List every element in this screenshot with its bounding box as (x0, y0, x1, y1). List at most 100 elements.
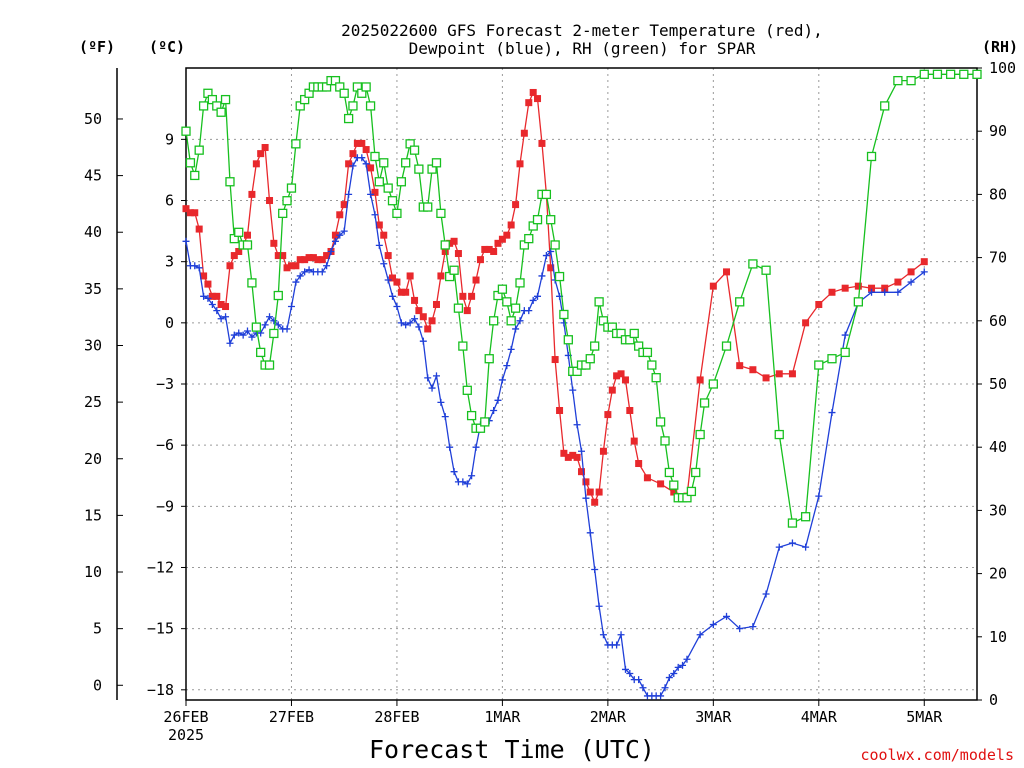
rh-point (480, 417, 490, 427)
temperature-point (292, 262, 300, 270)
rh-point (247, 278, 257, 288)
rh-point (225, 177, 235, 187)
rh-point (484, 354, 494, 364)
rh-point (242, 240, 253, 250)
dewpoint-point (463, 480, 471, 488)
dewpoint-point (529, 296, 537, 304)
x-tick-label: 4MAR (801, 708, 838, 726)
x-tick-label: 27FEB (269, 708, 314, 726)
series-dewpoint (182, 154, 928, 700)
dewpoint-point (723, 612, 731, 620)
temperature-point (582, 478, 590, 486)
dewpoint-point (683, 655, 691, 663)
rh-point (945, 69, 956, 79)
temperature-point (490, 247, 498, 255)
temperature-point (854, 282, 862, 290)
rh-point (278, 208, 288, 219)
rh-point (264, 360, 275, 370)
dewpoint-point (542, 252, 550, 260)
celsius-tick-label: −9 (156, 497, 174, 515)
rh-point (387, 196, 398, 206)
temperature-point (498, 235, 506, 243)
dewpoint-point (336, 231, 344, 239)
temperature-point (393, 278, 401, 286)
temperature-point (195, 225, 203, 233)
rh-point (651, 373, 661, 383)
dewpoint-point (402, 321, 410, 329)
rh-point (554, 271, 565, 282)
x-axis-title: Forecast Time (UTC) (369, 735, 655, 764)
temperature-point (432, 300, 440, 308)
temperature-point (529, 88, 537, 96)
chart-title-line-2: Dewpoint (blue), RH (green) for SPAR (409, 39, 756, 58)
rh-point (365, 101, 376, 111)
temperature-point (309, 254, 317, 262)
rh-point (827, 354, 837, 364)
rh-point (647, 360, 657, 370)
dewpoint-point (670, 669, 678, 677)
temperature-point (318, 256, 326, 264)
chart-title-line-1: 2025022600 GFS Forecast 2-meter Temperat… (341, 21, 823, 40)
temperature-point (314, 256, 322, 264)
dewpoint-point (182, 237, 190, 245)
fahrenheit-tick-label: 35 (84, 280, 102, 298)
rh-point (959, 69, 969, 79)
dewpoint-point (204, 294, 212, 302)
dewpoint-point (534, 292, 542, 300)
dewpoint-point (639, 684, 647, 692)
dewpoint-point (340, 227, 348, 235)
rh-point (370, 151, 380, 162)
celsius-tick-label: 9 (165, 130, 174, 148)
rh-point (814, 360, 824, 370)
rh-point (449, 265, 459, 275)
dewpoint-point (292, 278, 300, 286)
temperature-point (358, 139, 366, 147)
dewpoint-point (331, 237, 339, 245)
rh-point (515, 278, 525, 288)
dewpoint-point (327, 247, 335, 255)
temperature-point (481, 245, 489, 253)
rh-point (343, 113, 354, 124)
temperature-point (617, 370, 625, 378)
dewpoint-point (446, 443, 454, 451)
temperature-point (534, 95, 542, 103)
rh-point (660, 436, 670, 446)
celsius-tick-label: −12 (147, 558, 174, 576)
rh-point (414, 164, 424, 174)
temperature-point (411, 296, 419, 304)
rh-point (431, 158, 442, 168)
temperature-point (415, 307, 423, 315)
celsius-unit-label: (ºC) (149, 38, 185, 56)
dewpoint-point (305, 266, 313, 274)
temperature-point (723, 268, 731, 276)
temperature-point (279, 252, 287, 260)
rh-point (642, 347, 653, 358)
rh-point (761, 265, 771, 275)
rh-point (787, 518, 798, 528)
temperature-point (296, 256, 304, 264)
temperature-point (248, 190, 256, 198)
temperature-point (331, 231, 339, 239)
dewpoint-point (665, 674, 673, 682)
fahrenheit-tick-label: 45 (84, 167, 102, 185)
rh-point (194, 145, 204, 155)
rh-point (392, 208, 402, 219)
dewpoint-point (578, 447, 585, 455)
temperature-point (841, 284, 849, 292)
dewpoint-point (599, 631, 607, 639)
dewpoint-point (380, 260, 388, 268)
rh-point (853, 297, 863, 307)
dewpoint-point (384, 276, 392, 284)
dewpoint-point (235, 329, 243, 337)
temperature-point (907, 268, 915, 276)
dewpoint-point (371, 211, 379, 219)
temperature-point (516, 160, 524, 168)
fahrenheit-tick-label: 20 (84, 450, 102, 468)
rh-point (919, 69, 929, 79)
temperature-point (525, 99, 533, 107)
temperature-point (323, 252, 331, 260)
rh-point (286, 183, 297, 193)
series-temperature (182, 88, 928, 506)
dewpoint-point (586, 529, 594, 537)
rh-point (524, 233, 534, 244)
